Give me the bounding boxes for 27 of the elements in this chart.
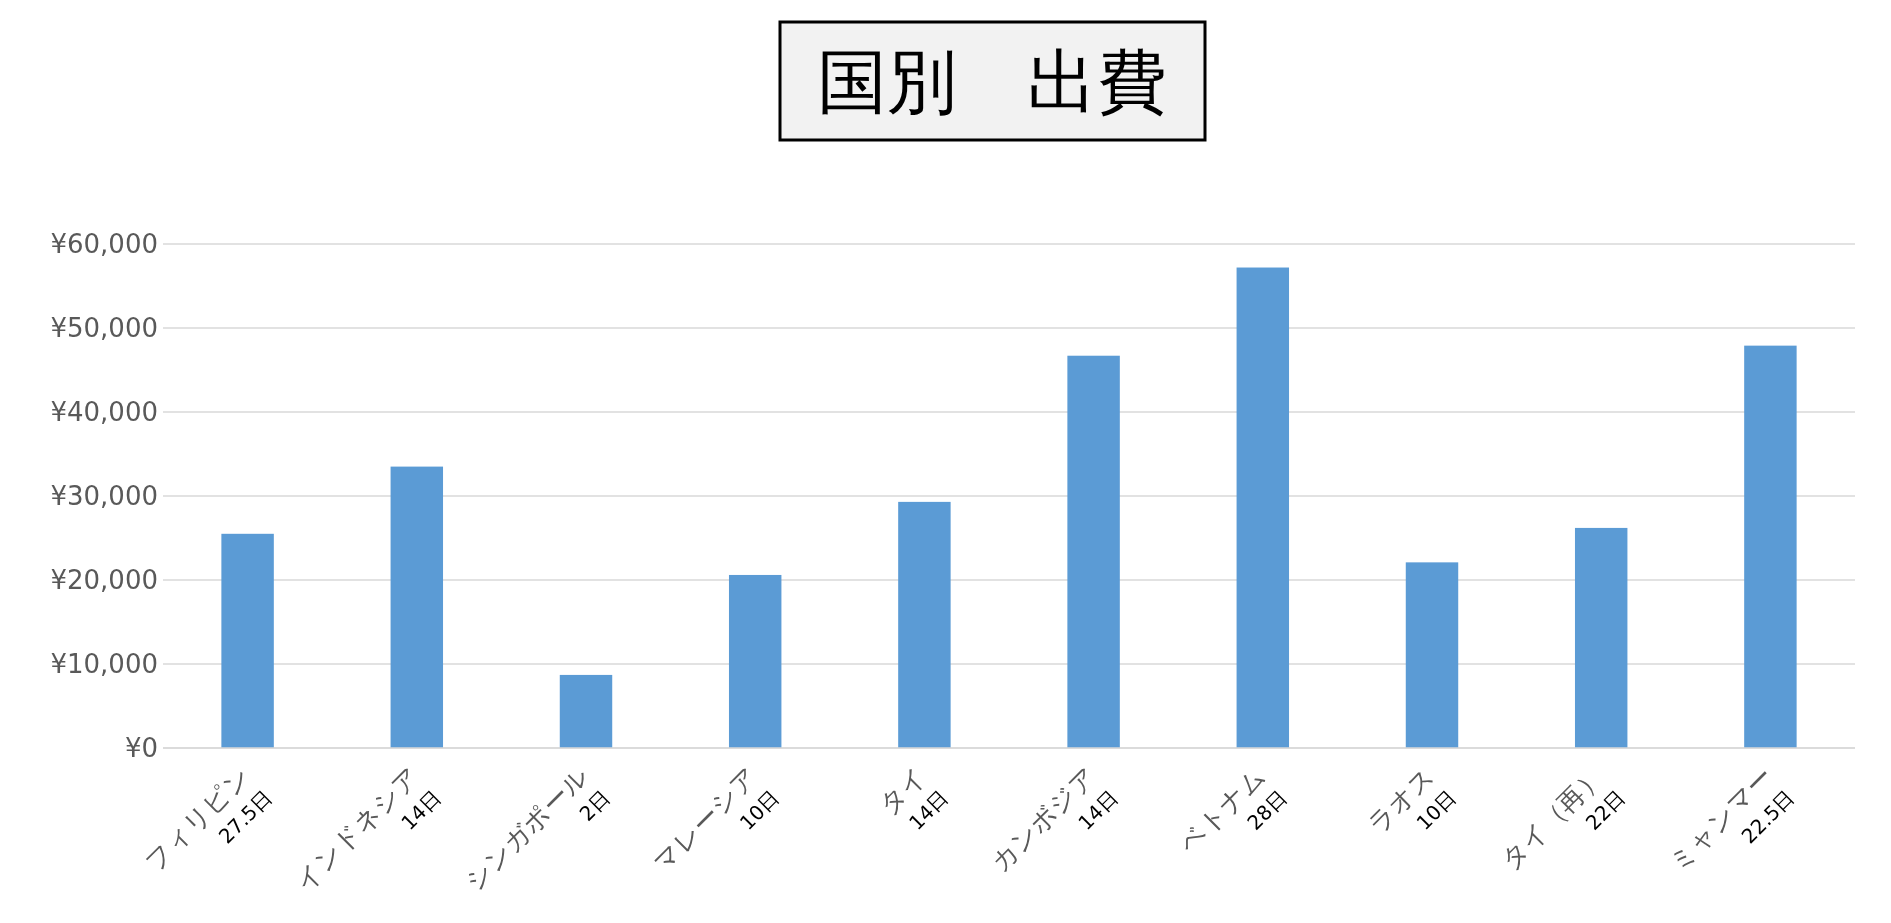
- bar: [898, 501, 951, 748]
- x-tick-label: ラオス 10日: [1361, 761, 1461, 840]
- y-tick-label: ¥50,000: [50, 313, 158, 343]
- y-tick-label: ¥0: [124, 733, 158, 763]
- bar: [728, 574, 782, 748]
- bar: [1574, 527, 1628, 748]
- y-tick-label: ¥20,000: [50, 565, 158, 595]
- bar: [1405, 562, 1459, 748]
- bar: [1236, 267, 1290, 748]
- bar: [390, 466, 444, 748]
- bar: [559, 674, 613, 748]
- x-tick-label: ベトナム 28日: [1173, 761, 1292, 859]
- y-tick-label: ¥30,000: [50, 481, 158, 511]
- bar: [1067, 355, 1120, 748]
- chart-title: 国別 出費: [817, 41, 1167, 123]
- bar: [1744, 345, 1797, 748]
- y-tick-label: ¥60,000: [50, 229, 158, 259]
- y-tick-label: ¥10,000: [50, 649, 158, 679]
- x-tick-label: カンボジア 14日: [985, 761, 1123, 878]
- title: 国別 出費: [778, 20, 1207, 142]
- bar: [221, 533, 274, 748]
- x-tick-label: タイ（再） 22日: [1494, 761, 1630, 876]
- x-tick-label: タイ 14日: [873, 761, 954, 835]
- x-tick-label: インドネシア 14日: [289, 761, 446, 897]
- x-tick-label: シンガポール 2日: [459, 761, 615, 897]
- y-tick-label: ¥40,000: [50, 397, 158, 427]
- x-tick-label: マレーシア 10日: [647, 761, 784, 877]
